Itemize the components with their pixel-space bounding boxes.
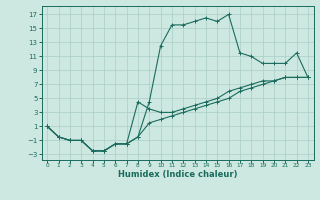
X-axis label: Humidex (Indice chaleur): Humidex (Indice chaleur) [118, 170, 237, 179]
